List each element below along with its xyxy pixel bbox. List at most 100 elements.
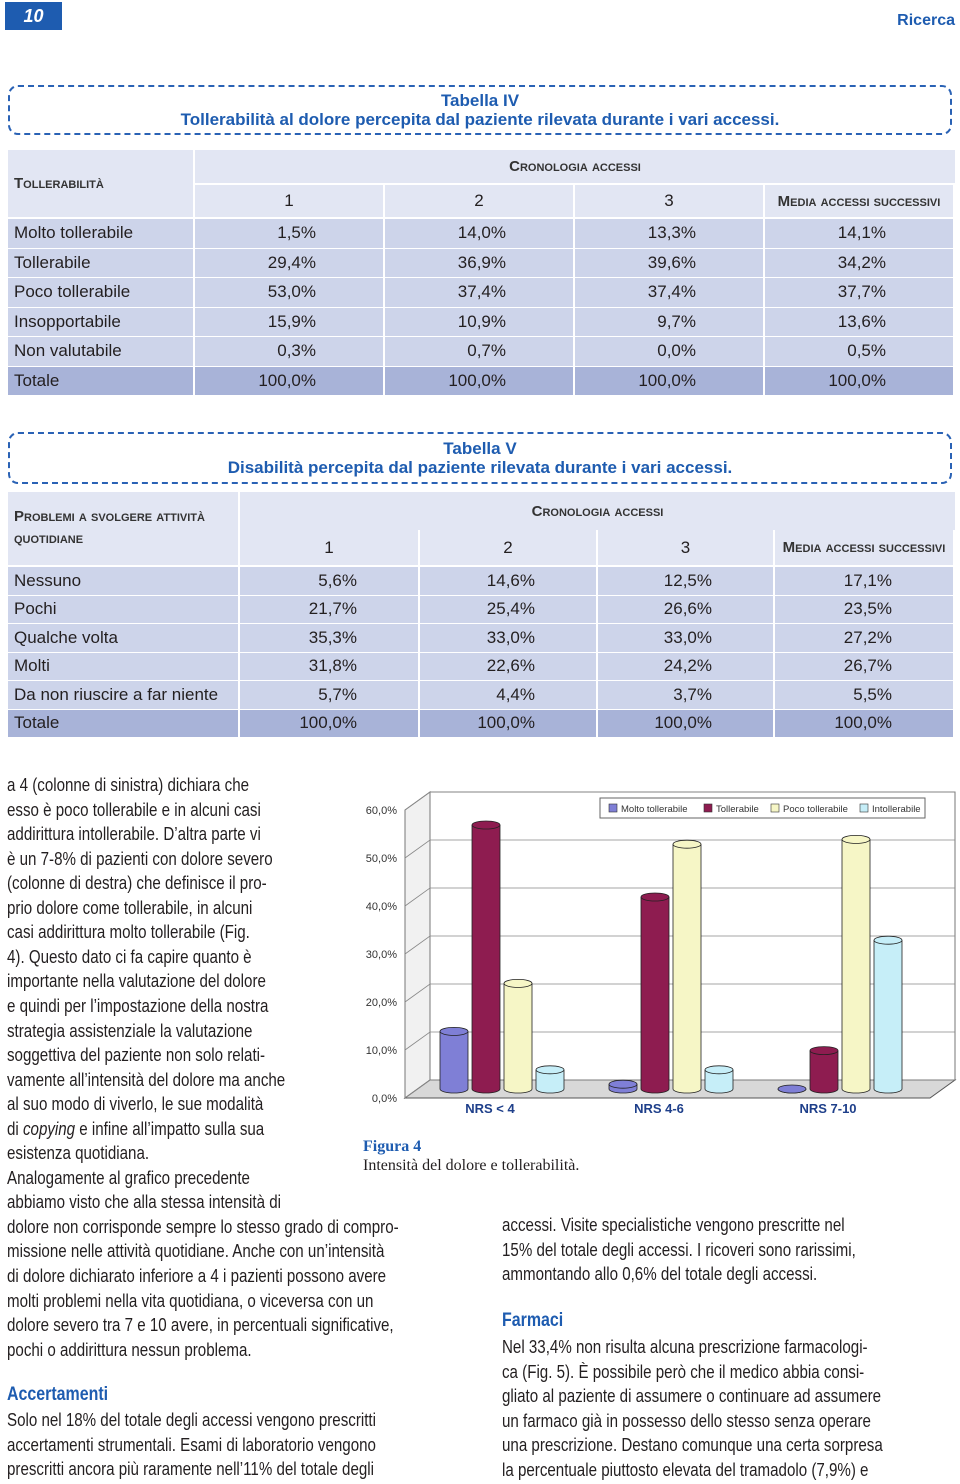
table-title: Tollerabilità al dolore percepita dal pa… <box>180 110 780 129</box>
text-line: 4). Questo dato ci fa capire quanto è <box>7 946 252 967</box>
row-label: Molti <box>8 652 238 680</box>
column-header: 2 <box>385 185 573 217</box>
text-line: di copying e infine all’impatto sulla su… <box>7 1118 264 1140</box>
legend-label: Intollerabile <box>872 804 921 815</box>
table-cell: 5,5% <box>775 681 953 709</box>
y-tick-label: 40,0% <box>366 901 397 913</box>
grid-line <box>404 887 955 907</box>
text-line: missione nelle attività quotidiane. Anch… <box>7 1241 385 1262</box>
row-label: Nessuno <box>8 567 238 595</box>
text-line: Solo nel 18% del totale degli accessi ve… <box>7 1410 376 1430</box>
table-cell: 26,7% <box>775 652 953 680</box>
table-cell: 36,9% <box>385 248 573 277</box>
table-cell: 24,2% <box>598 652 773 680</box>
table-cell: 37,4% <box>385 278 573 307</box>
table-cell: 34,2% <box>765 248 953 277</box>
table-cell: 9,7% <box>575 307 763 336</box>
table-cell: 100,0% <box>195 366 383 395</box>
row-label: Da non riuscire a far niente <box>8 681 238 709</box>
group-header: Cronologia accessi <box>195 150 955 183</box>
table-cell: 100,0% <box>420 709 596 737</box>
table-cell: 0,5% <box>765 337 953 366</box>
row-label: Tollerabile <box>8 248 193 277</box>
grid-line <box>404 935 955 955</box>
bar-top <box>873 935 903 945</box>
table-cell: 13,3% <box>575 219 763 248</box>
table-caption: Tabella IV Tollerabilità al dolore perce… <box>8 85 952 135</box>
row-label: Qualche volta <box>8 624 238 652</box>
column-header: Media accessi successivi <box>765 185 953 217</box>
table-cell: 31,8% <box>240 652 418 680</box>
text-line: Analogamente al grafico precedente <box>7 1167 250 1188</box>
column-header: 2 <box>420 530 596 565</box>
table-cell: 1,5% <box>195 219 383 248</box>
table-cell: 37,4% <box>575 278 763 307</box>
section-heading: Accertamenti <box>7 1384 109 1405</box>
grid-line <box>404 839 955 859</box>
text-line: un farmaco già in possesso dello stesso … <box>502 1410 871 1431</box>
section-title: Ricerca <box>897 12 955 29</box>
figure-caption: Intensità del dolore e tollerabilità. <box>363 1157 580 1174</box>
row-label: Totale <box>8 709 238 737</box>
x-tick-label: NRS 4-6 <box>634 1101 684 1116</box>
text-line: a 4 (colonne di sinistra) dichiara che <box>7 775 250 795</box>
table-label: Tabella V <box>443 439 517 458</box>
row-header: Tollerabilità <box>8 150 193 217</box>
x-tick-label: NRS 7-10 <box>799 1101 856 1116</box>
column-header: Media accessi successivi <box>775 530 953 565</box>
text-line: dolore non corrisponde sempre lo stesso … <box>7 1216 399 1237</box>
table-cell: 100,0% <box>775 709 953 737</box>
table-cell: 53,0% <box>195 278 383 307</box>
x-tick-label: NRS < 4 <box>465 1101 515 1116</box>
row-label: Molto tollerabile <box>8 219 193 248</box>
text-line: è un 7-8% di pazienti con dolore severo <box>7 848 273 869</box>
text-line: prescritti ancora più raramente nell’11%… <box>7 1459 375 1480</box>
group-header: Cronologia accessi <box>240 492 955 530</box>
y-tick-label: 10,0% <box>366 1045 397 1057</box>
table-cell: 37,7% <box>765 278 953 307</box>
bar-top <box>841 835 871 844</box>
table-cell: 10,9% <box>385 307 573 336</box>
table-cell: 100,0% <box>385 366 573 395</box>
bar-body <box>873 940 903 1094</box>
text-line: esistenza quotidiana. <box>7 1143 150 1164</box>
bar-body <box>535 1069 565 1094</box>
column-header: 1 <box>240 530 418 565</box>
bar-body <box>704 1069 734 1094</box>
text-line: dolore severo tra 7 e 10 avere, in perce… <box>7 1315 394 1336</box>
bar-top <box>471 820 501 830</box>
table-cell: 14,1% <box>765 219 953 248</box>
bar-top <box>535 1065 565 1075</box>
column-header: 3 <box>598 530 773 565</box>
row-label: Pochi <box>8 595 238 623</box>
legend-box <box>599 797 926 819</box>
legend-swatch <box>770 803 780 813</box>
row-label: Insopportabile <box>8 307 193 336</box>
table-cell: 35,3% <box>240 624 418 652</box>
text-line: importante nella valutazione del dolore <box>7 971 266 992</box>
text-line: ca (Fig. 5). È possibile però che il med… <box>502 1361 865 1382</box>
y-tick-label: 50,0% <box>366 853 397 865</box>
table-cell: 13,6% <box>765 307 953 336</box>
bar <box>777 1084 807 1094</box>
bar-body <box>640 897 670 1094</box>
text-line: accertamenti strumentali. Esami di labor… <box>7 1434 376 1455</box>
bar-top <box>608 1079 638 1089</box>
y-tick-label: 20,0% <box>366 997 397 1009</box>
bar <box>439 1027 469 1094</box>
text-line: strategia assistenziale la valutazione <box>7 1020 253 1041</box>
table-cell: 27,2% <box>775 624 953 652</box>
bar <box>873 935 903 1094</box>
text-line: di dolore dichiarato inferiore a 4 i paz… <box>7 1266 387 1286</box>
bar-body <box>439 1031 469 1094</box>
text-span: e infine all’impatto sulla sua <box>75 1118 265 1139</box>
table-cell: 14,6% <box>420 567 596 595</box>
figure-label: Figura 4 <box>363 1138 422 1155</box>
table-cell: 23,5% <box>775 595 953 623</box>
bar <box>535 1065 565 1094</box>
bar <box>704 1065 734 1094</box>
text-line: gliato al paziente di assumere o continu… <box>502 1386 882 1407</box>
legend-swatch <box>859 803 869 813</box>
table-cell: 4,4% <box>420 681 596 709</box>
